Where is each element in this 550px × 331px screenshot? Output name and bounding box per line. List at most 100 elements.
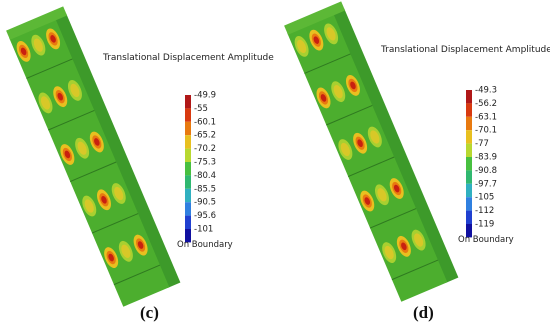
legend-label: -90.5 xyxy=(194,198,216,208)
amp-blob xyxy=(114,186,124,201)
amp-blob xyxy=(40,96,51,110)
amp-blob xyxy=(101,195,107,204)
colorbar-segment xyxy=(466,90,472,104)
colorbar-segment xyxy=(185,148,191,162)
legend-label: -60.1 xyxy=(194,117,216,127)
legend-label: -95.6 xyxy=(194,211,216,221)
column-face xyxy=(287,13,448,302)
amp-blob xyxy=(377,188,387,202)
legend-label: -70.1 xyxy=(475,126,497,136)
colorbar-segment xyxy=(185,175,191,189)
legend-label: -101 xyxy=(194,225,213,235)
legend-label: -55 xyxy=(194,104,208,114)
section-edge xyxy=(91,213,139,234)
section-edge xyxy=(26,58,73,79)
colorbar-segment xyxy=(466,157,472,171)
colorbar-segment xyxy=(466,143,472,157)
section-edge xyxy=(369,208,417,229)
section-edge xyxy=(304,53,351,74)
amp-blob xyxy=(70,83,80,98)
amp-blob xyxy=(393,184,400,193)
legend-label: -85.5 xyxy=(194,184,216,194)
amp-blob xyxy=(121,244,131,258)
amp-blob xyxy=(384,245,394,260)
colorbar-segment xyxy=(466,224,472,238)
panel-caption: (c) xyxy=(140,303,159,322)
amp-blob xyxy=(64,150,71,159)
legend-label: -63.1 xyxy=(475,112,497,122)
colorbar-segment xyxy=(185,121,191,136)
column-face xyxy=(9,18,170,307)
panel-caption: (d) xyxy=(413,303,434,322)
legend-title: Translational Displacement Amplitude xyxy=(102,53,274,63)
fem-model xyxy=(6,6,181,307)
legend-label: -112 xyxy=(475,206,494,216)
colorbar-segment xyxy=(185,188,191,203)
section-edge xyxy=(113,264,161,286)
amp-blob xyxy=(33,38,43,52)
amp-blob xyxy=(313,36,320,44)
colorbar-segment xyxy=(185,229,191,243)
section-edge xyxy=(326,104,373,126)
colorbar-segment xyxy=(466,130,472,144)
legend-label: -80.4 xyxy=(194,171,216,181)
amp-blob xyxy=(401,242,407,251)
legend-label: -75.3 xyxy=(194,158,216,168)
colorbar-segment xyxy=(185,108,191,122)
legend-label: -105 xyxy=(475,193,494,203)
legend-label: -70.2 xyxy=(194,144,216,154)
column-top xyxy=(284,1,346,35)
amp-blob xyxy=(20,47,27,56)
amp-blob xyxy=(370,130,380,144)
legend-label: -56.2 xyxy=(475,99,497,109)
amp-blob xyxy=(84,199,94,213)
amp-blob xyxy=(77,141,87,155)
colorbar-segment xyxy=(185,215,191,229)
column-side xyxy=(53,13,181,288)
section-edge xyxy=(69,161,117,182)
colorbar-segment xyxy=(466,210,472,224)
column-side xyxy=(331,8,459,283)
colorbar-segment xyxy=(466,170,472,184)
legend-label: -49.9 xyxy=(194,91,216,101)
section-edge xyxy=(48,109,95,131)
colorbar-segment xyxy=(185,95,191,109)
amp-blob xyxy=(364,197,371,205)
legend-label: -77 xyxy=(475,139,489,149)
amp-blob xyxy=(320,94,327,102)
section-edge xyxy=(347,156,395,177)
legend-label: -49.3 xyxy=(475,86,497,96)
legend-label: -119 xyxy=(475,220,494,230)
column-top xyxy=(6,6,68,40)
colorbar-segment xyxy=(466,103,472,117)
fem-model xyxy=(284,1,459,302)
legend-label: -83.9 xyxy=(475,153,497,163)
amp-blob xyxy=(57,92,64,101)
colorbar-segment xyxy=(466,116,472,131)
amp-blob xyxy=(297,39,307,54)
amp-blob xyxy=(414,233,424,247)
amp-blob xyxy=(137,241,144,249)
colorbar-segment xyxy=(185,162,191,176)
colorbar-segment xyxy=(185,135,191,149)
legend-label: -65.2 xyxy=(194,131,216,141)
amp-blob xyxy=(108,253,114,262)
amp-blob xyxy=(326,27,336,41)
colorbar-segment xyxy=(466,197,472,211)
section-edge xyxy=(391,259,439,281)
amp-blob xyxy=(350,81,356,90)
amp-blob xyxy=(94,138,100,146)
amp-blob xyxy=(357,139,363,148)
legend-label: -97.7 xyxy=(475,179,497,189)
legend-label: -90.8 xyxy=(475,166,497,176)
colorbar-segment xyxy=(466,183,472,198)
colorbar-segment xyxy=(185,202,191,216)
legend-title: Translational Displacement Amplitude xyxy=(380,45,550,55)
boundary-label: On Boundary xyxy=(458,235,514,245)
boundary-label: On Boundary xyxy=(177,240,233,250)
amp-blob xyxy=(340,142,350,157)
amp-blob xyxy=(333,85,343,99)
amp-blob xyxy=(50,35,56,43)
